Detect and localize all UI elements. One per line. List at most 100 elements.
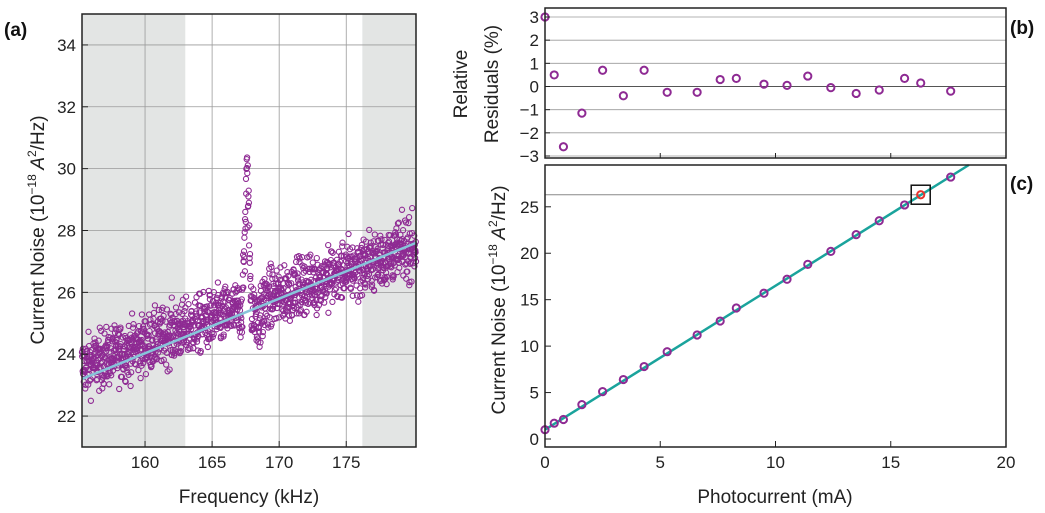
chart-a-ylabel-exp: −18: [25, 174, 39, 195]
x-tick-label: 15: [881, 453, 900, 472]
data-point: [155, 349, 162, 356]
data-point: [390, 273, 397, 280]
x-tick-label: 10: [766, 453, 785, 472]
data-point: [411, 232, 418, 239]
data-point: [405, 219, 412, 227]
data-point: [320, 264, 327, 271]
residual-point: [803, 71, 813, 81]
data-point: [117, 324, 124, 331]
data-point: [300, 269, 307, 276]
data-point: [375, 271, 382, 278]
data-point: [204, 343, 212, 351]
y-tick-label: 0: [530, 78, 539, 97]
data-point: [168, 294, 175, 301]
data-point: [325, 309, 332, 316]
y-tick-label: 30: [57, 160, 76, 179]
data-point: [259, 328, 267, 336]
chart-a-xlabel: Frequency (kHz): [179, 487, 319, 508]
data-point: [102, 354, 109, 362]
data-point: [87, 397, 95, 404]
residual-point: [916, 78, 926, 88]
data-point: [104, 343, 111, 350]
data-point: [246, 222, 253, 229]
data-point: [185, 301, 192, 308]
data-point: [182, 293, 190, 300]
data-point: [323, 290, 330, 297]
data-point: [364, 272, 371, 280]
data-point: [692, 330, 702, 340]
data-point: [122, 378, 129, 385]
residual-point: [715, 74, 725, 85]
data-point: [106, 381, 113, 388]
data-point: [150, 309, 158, 317]
data-point: [387, 263, 394, 270]
data-point: [322, 293, 329, 301]
data-point: [362, 284, 369, 291]
data-point: [168, 311, 175, 318]
data-point: [137, 374, 144, 382]
chart-a-ylabel-unit: A: [28, 157, 49, 174]
chart-b: −3 −2 −1 0 1 2 3 Relative Residuals (%): [451, 7, 1007, 166]
data-point: [199, 331, 206, 338]
data-point: [127, 382, 134, 390]
data-point: [240, 248, 248, 255]
data-point: [296, 308, 304, 315]
data-point: [266, 270, 273, 277]
data-point: [309, 300, 317, 307]
data-point: [339, 239, 346, 246]
data-point: [383, 280, 390, 288]
data-point: [150, 356, 157, 363]
data-point: [140, 326, 148, 333]
data-point: [639, 361, 649, 372]
data-point: [387, 232, 394, 239]
data-point: [244, 170, 251, 177]
data-point: [383, 273, 390, 281]
data-point: [394, 220, 402, 227]
chart-b-background: [545, 8, 1006, 158]
data-point: [163, 306, 171, 313]
data-point: [193, 310, 200, 317]
data-point: [238, 296, 245, 303]
data-point: [347, 285, 355, 292]
data-point: [160, 356, 167, 363]
data-point: [246, 250, 254, 258]
y-tick-label: 1: [530, 54, 539, 73]
data-point: [128, 369, 135, 376]
data-point: [128, 310, 136, 317]
data-point: [371, 231, 378, 238]
data-point: [349, 292, 356, 299]
data-point: [238, 315, 245, 322]
data-point: [182, 304, 189, 311]
data-point: [396, 264, 403, 271]
data-point: [338, 294, 346, 301]
y-tick-label: 32: [57, 98, 76, 117]
data-point: [334, 293, 341, 300]
data-point: [378, 236, 385, 243]
data-point: [366, 226, 373, 234]
chart-c-ylabel-unit-exp: 2: [486, 220, 500, 227]
data-point: [222, 283, 229, 290]
data-point: [399, 227, 407, 234]
data-point: [214, 291, 222, 299]
data-point: [210, 289, 218, 296]
data-point: [111, 322, 118, 329]
fit-line: [81, 241, 417, 381]
data-point: [190, 339, 197, 347]
y-tick-label: −1: [520, 101, 539, 120]
data-point: [395, 219, 402, 226]
y-tick-label: 28: [57, 222, 76, 241]
chart-a: 160 165 170 175 22 24 26 28 30 32 34 Frequency (kH…: [25, 13, 420, 508]
data-point: [191, 322, 198, 329]
data-point: [146, 327, 153, 335]
data-point: [145, 332, 152, 339]
y-tick-label: 26: [57, 283, 76, 302]
y-tick-label: 24: [57, 345, 76, 364]
data-point: [200, 304, 208, 312]
x-tick-label: 20: [997, 453, 1016, 472]
data-point: [618, 374, 628, 385]
data-point: [368, 281, 376, 288]
data-point: [404, 268, 411, 275]
data-point: [355, 298, 362, 305]
data-point: [242, 175, 250, 183]
data-point: [193, 338, 201, 345]
